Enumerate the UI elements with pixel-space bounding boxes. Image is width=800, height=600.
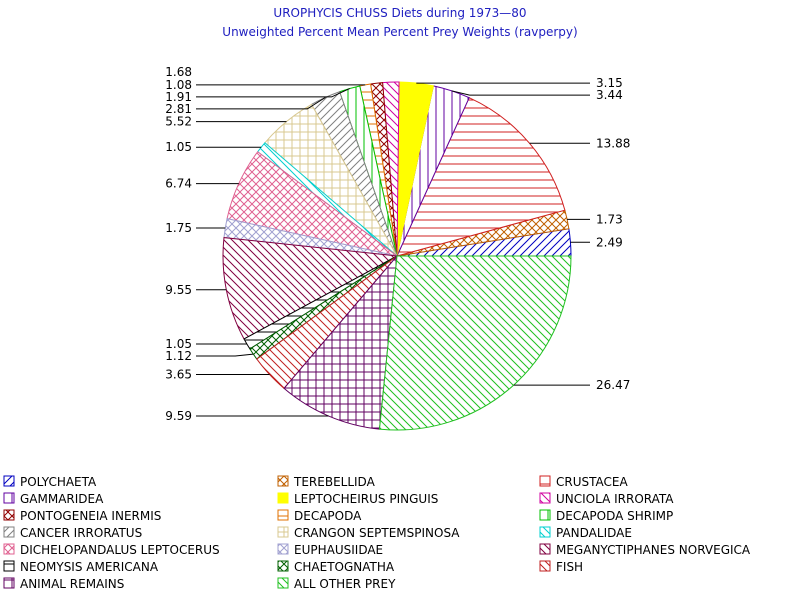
legend-swatch — [277, 492, 289, 504]
legend-swatch — [277, 543, 289, 555]
legend-swatch — [3, 526, 15, 538]
legend-label: DECAPODA — [294, 509, 362, 523]
legend-item: NEOMYSIS AMERICANA — [3, 560, 159, 574]
slice-value-label: 13.88 — [596, 136, 630, 150]
legend-swatch — [3, 509, 15, 521]
legend-label: PANDALIDAE — [556, 526, 632, 540]
slice-value-label: 9.55 — [165, 283, 192, 297]
legend-swatch — [539, 492, 551, 504]
legend-label: CANCER IRRORATUS — [20, 526, 142, 540]
legend-item: FISH — [539, 560, 583, 574]
legend-label: PONTOGENEIA INERMIS — [20, 509, 161, 523]
legend-swatch — [539, 475, 551, 487]
legend-label: TEREBELLIDA — [293, 475, 376, 489]
slice-value-label: 3.44 — [596, 88, 623, 102]
pie-slice-meganyctiphanes-norvegica — [222, 237, 399, 340]
legend-item: DECAPODA SHRIMP — [539, 509, 673, 523]
legend-label: DECAPODA SHRIMP — [556, 509, 673, 523]
legend-item: UNCIOLA IRRORATA — [539, 492, 674, 506]
leader-line — [196, 88, 350, 98]
legend-swatch — [277, 509, 289, 521]
pie-value-labels: 3.153.44 13.88 1.73 2.49 26.47 1.081.912.815.… — [165, 76, 630, 423]
legend-swatch — [539, 560, 551, 572]
legend-swatch — [277, 526, 289, 538]
legend-item: CHAETOGNATHA — [277, 560, 395, 574]
legend-label: CRUSTACEA — [556, 475, 628, 489]
slice-value-label: 26.47 — [596, 378, 630, 392]
legend-swatch — [3, 543, 15, 555]
legend-label: GAMMARIDEA — [20, 492, 104, 506]
slice-value-label: 1.05 — [165, 337, 192, 351]
slice-value-label: 9.59 — [165, 409, 192, 423]
legend-label: MEGANYCTIPHANES NORVEGICA — [556, 543, 751, 557]
extra-value-label: 1.68 — [165, 65, 192, 79]
legend-item: CANCER IRRORATUS — [3, 526, 142, 540]
legend-swatch — [3, 492, 15, 504]
chart-title: UROPHYCIS CHUSS Diets during 1973—80 — [273, 6, 526, 20]
legend-label: EUPHAUSIIDAE — [294, 543, 383, 557]
chart-subtitle: Unweighted Percent Mean Percent Prey Wei… — [222, 25, 577, 39]
pie-slice-all-other-prey — [378, 255, 572, 431]
pie-slices — [222, 81, 572, 431]
legend-swatch — [539, 543, 551, 555]
legend-label: FISH — [556, 560, 583, 574]
legend-label: NEOMYSIS AMERICANA — [20, 560, 159, 574]
legend-label: POLYCHAETA — [20, 475, 97, 489]
legend-label: UNCIOLA IRRORATA — [556, 492, 674, 506]
slice-value-label: 1.12 — [165, 349, 192, 363]
slice-value-label: 1.08 — [165, 78, 192, 92]
legend-swatch — [3, 560, 15, 572]
legend-item: ALL OTHER PREY — [277, 577, 396, 591]
slice-value-label: 1.05 — [165, 140, 192, 154]
legend-item: ANIMAL REMAINS — [3, 577, 124, 591]
pie-slice-crustacea — [396, 97, 566, 257]
pie-leader-lines — [196, 82, 590, 417]
slice-value-label: 3.65 — [165, 368, 192, 382]
legend-swatch — [539, 526, 551, 538]
legend-item: CRANGON SEPTEMSPINOSA — [277, 526, 460, 540]
slice-value-label: 2.49 — [596, 235, 623, 249]
legend-label: LEPTOCHEIRUS PINGUIS — [294, 492, 438, 506]
legend-item: PONTOGENEIA INERMIS — [3, 509, 161, 523]
legend-label: ALL OTHER PREY — [294, 577, 396, 591]
leader-line — [196, 353, 254, 357]
legend: POLYCHAETA TEREBELLIDA CRUSTACEA GAMMARIDEA… — [3, 475, 751, 591]
slice-value-label: 5.52 — [165, 115, 192, 129]
slice-value-label: 2.81 — [165, 102, 192, 116]
slice-value-label: 6.74 — [165, 177, 192, 191]
legend-label: CRANGON SEPTEMSPINOSA — [294, 526, 460, 540]
legend-item: TEREBELLIDA — [277, 475, 376, 489]
legend-swatch — [277, 560, 289, 572]
legend-label: CHAETOGNATHA — [294, 560, 395, 574]
legend-item: MEGANYCTIPHANES NORVEGICA — [539, 543, 751, 557]
legend-label: ANIMAL REMAINS — [20, 577, 124, 591]
legend-swatch — [277, 577, 289, 589]
slice-value-label: 1.73 — [596, 212, 623, 226]
legend-item: GAMMARIDEA — [3, 492, 104, 506]
legend-swatch — [3, 475, 15, 487]
legend-item: POLYCHAETA — [3, 475, 97, 489]
legend-item: PANDALIDAE — [539, 526, 632, 540]
slice-value-label: 1.75 — [165, 221, 192, 235]
leader-line — [451, 90, 590, 96]
legend-item: DECAPODA — [277, 509, 362, 523]
legend-item: DICHELOPANDALUS LEPTOCERUS — [3, 543, 220, 557]
legend-item: LEPTOCHEIRUS PINGUIS — [277, 492, 438, 506]
legend-swatch — [277, 475, 289, 487]
pie-extra-labels: 1.68 — [165, 65, 192, 79]
slice-value-label: 1.91 — [165, 90, 192, 104]
legend-item: CRUSTACEA — [539, 475, 628, 489]
legend-swatch — [3, 577, 15, 589]
legend-label: DICHELOPANDALUS LEPTOCERUS — [20, 543, 220, 557]
leader-line — [196, 97, 326, 110]
slice-value-label: 3.15 — [596, 76, 623, 90]
legend-swatch — [539, 509, 551, 521]
legend-item: EUPHAUSIIDAE — [277, 543, 383, 557]
